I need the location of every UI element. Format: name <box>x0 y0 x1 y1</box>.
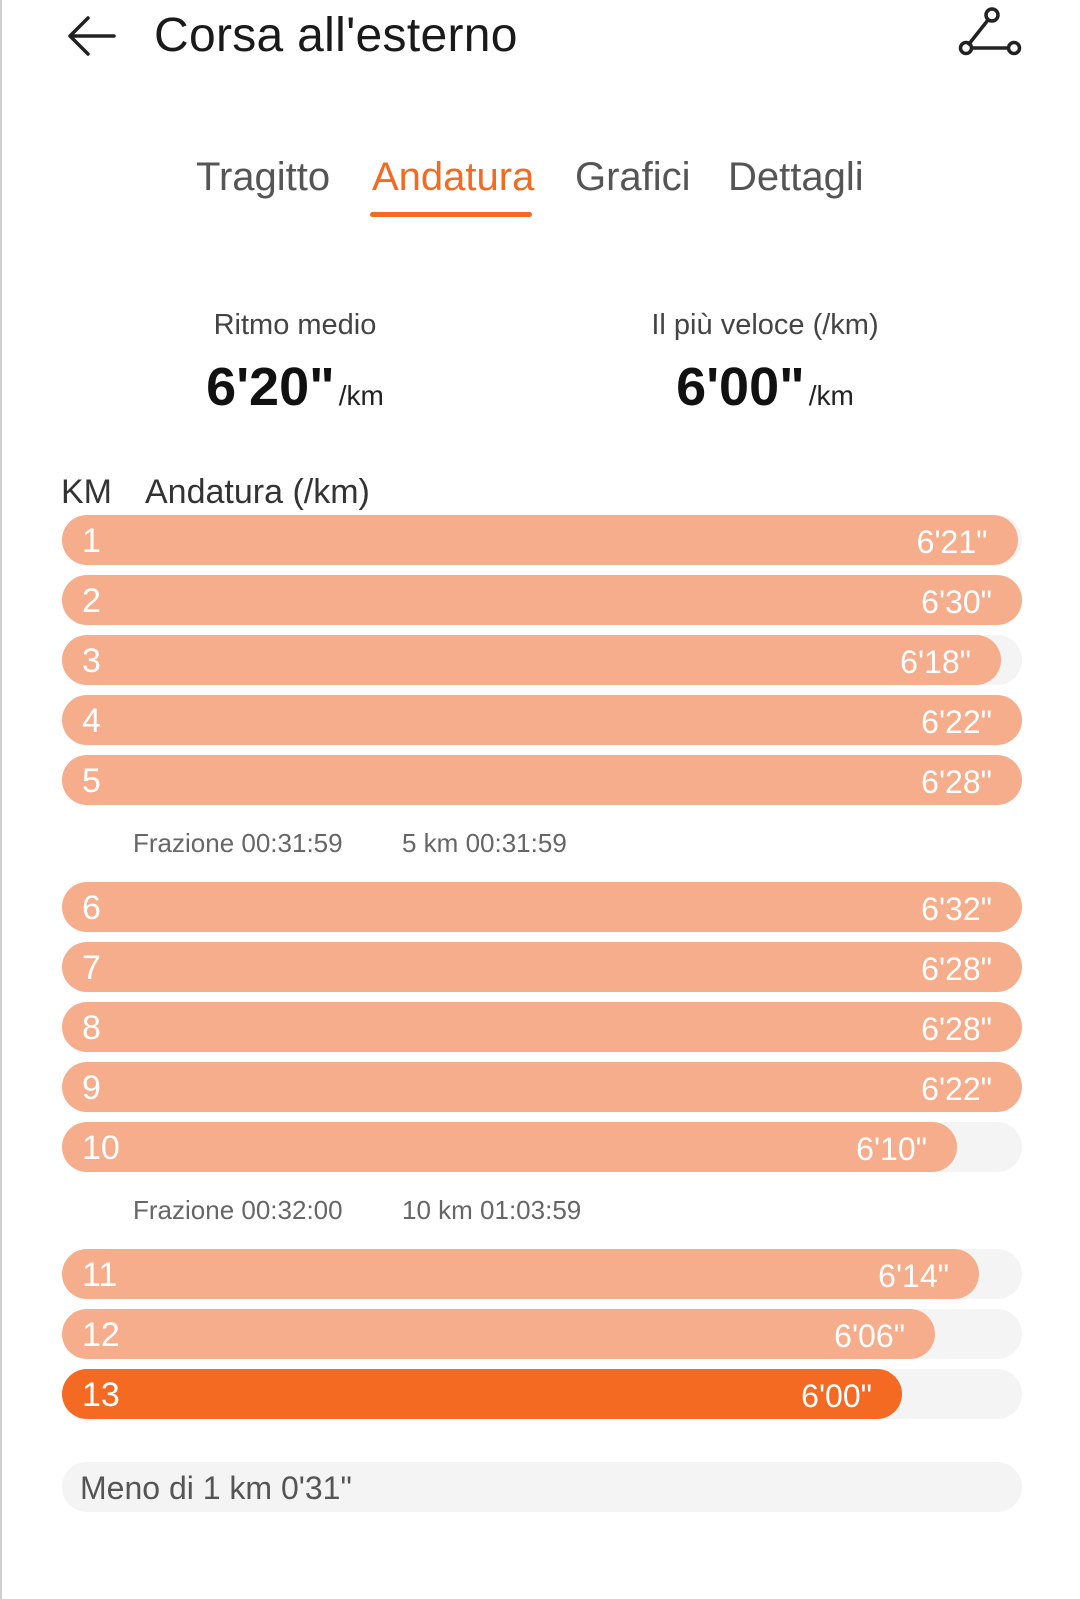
split-time: Frazione 00:31:59 <box>133 828 343 858</box>
tab-grafici[interactable]: Grafici <box>575 155 691 199</box>
tab-bar: Tragitto Andatura Grafici Dettagli <box>0 150 1080 230</box>
pace-column-header: Andatura (/km) <box>145 473 370 511</box>
pace-row: 8 6'28" <box>62 1002 1022 1052</box>
pace-value: 6'30" <box>921 584 992 620</box>
back-button[interactable] <box>62 6 122 66</box>
pace-value: 6'22" <box>921 1071 992 1107</box>
window-edge <box>0 0 2 1599</box>
pace-value: 6'32" <box>921 891 992 927</box>
route-button[interactable] <box>958 4 1022 68</box>
km-number: 11 <box>82 1256 118 1294</box>
pace-value: 6'18" <box>900 644 971 680</box>
pace-bar: 12 6'06" <box>62 1309 935 1359</box>
pace-row: 2 6'30" <box>62 575 1022 625</box>
avg-pace-value: 6'20" <box>206 357 335 417</box>
pace-row: 6 6'32" <box>62 882 1022 932</box>
km-number: 7 <box>82 949 101 987</box>
remainder-row: Meno di 1 km 0'31" <box>62 1462 1022 1512</box>
pace-row: 11 6'14" <box>62 1249 1022 1299</box>
pace-row: 1 6'21" <box>62 515 1022 565</box>
fastest-pace-value: 6'00" <box>676 357 805 417</box>
km-number: 12 <box>82 1316 120 1354</box>
km-number: 6 <box>82 889 101 927</box>
page-title: Corsa all'esterno <box>154 9 518 62</box>
avg-pace-stat: Ritmo medio 6'20"/km <box>85 305 505 428</box>
pace-value: 6'10" <box>856 1131 927 1167</box>
tab-tragitto[interactable]: Tragitto <box>196 155 331 199</box>
tab-andatura[interactable]: Andatura <box>372 155 535 199</box>
route-icon <box>958 7 1022 56</box>
pace-bar: 4 6'22" <box>62 695 1022 745</box>
split-time: Frazione 00:32:00 <box>133 1195 343 1225</box>
pace-row: 5 6'28" <box>62 755 1022 805</box>
fastest-pace-value-line: 6'00"/km <box>555 355 975 428</box>
pace-bar-fastest: 13 6'00" <box>62 1369 902 1419</box>
top-bar: Corsa all'esterno <box>0 0 1080 80</box>
avg-pace-value-line: 6'20"/km <box>85 355 505 428</box>
pace-bar: 10 6'10" <box>62 1122 957 1172</box>
pace-bar: 7 6'28" <box>62 942 1022 992</box>
pace-row: 7 6'28" <box>62 942 1022 992</box>
pace-row: 12 6'06" <box>62 1309 1022 1359</box>
arrow-left-icon <box>68 16 116 56</box>
pace-bar: 3 6'18" <box>62 635 1001 685</box>
remainder-text: Meno di 1 km 0'31" <box>80 1470 352 1506</box>
tab-active-indicator <box>370 212 532 217</box>
pace-row: 10 6'10" <box>62 1122 1022 1172</box>
pace-row: 9 6'22" <box>62 1062 1022 1112</box>
km-number: 13 <box>82 1376 120 1414</box>
pace-value: 6'28" <box>921 764 992 800</box>
km-number: 5 <box>82 762 101 800</box>
pace-row: 4 6'22" <box>62 695 1022 745</box>
split-cumulative: 10 km 01:03:59 <box>402 1195 582 1225</box>
km-number: 2 <box>82 582 101 620</box>
pace-value: 6'21" <box>916 524 988 560</box>
pace-value: 6'06" <box>834 1318 905 1354</box>
pace-row: 13 6'00" <box>62 1369 1022 1419</box>
km-number: 3 <box>82 642 101 680</box>
pace-value: 6'00" <box>801 1378 872 1414</box>
pace-value: 6'22" <box>921 704 992 740</box>
fastest-pace-stat: Il più veloce (/km) 6'00"/km <box>555 305 975 428</box>
split-cumulative: 5 km 00:31:59 <box>402 828 567 858</box>
tab-dettagli[interactable]: Dettagli <box>728 155 864 199</box>
avg-pace-label: Ritmo medio <box>213 309 377 341</box>
pace-bar: 9 6'22" <box>62 1062 1022 1112</box>
pace-bar: 8 6'28" <box>62 1002 1022 1052</box>
avg-pace-unit: /km <box>338 380 384 411</box>
pace-value: 6'28" <box>921 951 992 987</box>
pace-bar: 11 6'14" <box>62 1249 979 1299</box>
pace-bar: 5 6'28" <box>62 755 1022 805</box>
fastest-pace-unit: /km <box>808 380 854 411</box>
pace-value: 6'28" <box>921 1011 992 1047</box>
pace-row: 3 6'18" <box>62 635 1022 685</box>
fastest-pace-label: Il più veloce (/km) <box>651 309 879 341</box>
km-number: 10 <box>82 1129 120 1167</box>
km-number: 4 <box>82 702 101 740</box>
km-number: 8 <box>82 1009 101 1047</box>
pace-value: 6'14" <box>878 1258 949 1294</box>
pace-bar: 1 6'21" <box>62 515 1018 565</box>
pace-bar: 6 6'32" <box>62 882 1022 932</box>
km-column-header: KM <box>61 473 112 511</box>
pace-bar: 2 6'30" <box>62 575 1022 625</box>
km-number: 1 <box>82 522 101 560</box>
km-number: 9 <box>82 1069 101 1107</box>
